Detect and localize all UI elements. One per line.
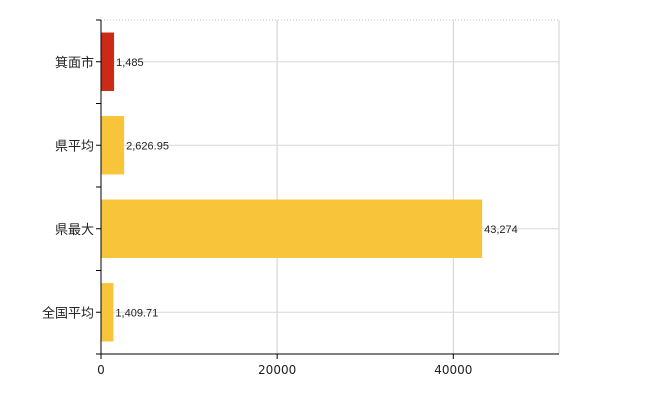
category-label: 全国平均 <box>42 305 94 321</box>
category-label: 県平均 <box>55 139 94 154</box>
data-label: 1,485 <box>116 57 144 69</box>
x-tick-label: 40000 <box>434 363 472 377</box>
x-tick-label: 20000 <box>258 363 296 377</box>
data-label: 1,409.71 <box>115 307 158 319</box>
category-label: 箕面市 <box>55 55 94 71</box>
bar <box>101 116 125 175</box>
bar <box>101 32 115 91</box>
x-tick-label: 0 <box>97 363 105 377</box>
data-label: 2,626.95 <box>126 140 169 152</box>
data-label: 43,274 <box>484 224 518 236</box>
bar <box>101 283 114 342</box>
bar <box>101 199 483 258</box>
category-label: 県最大 <box>55 223 94 238</box>
